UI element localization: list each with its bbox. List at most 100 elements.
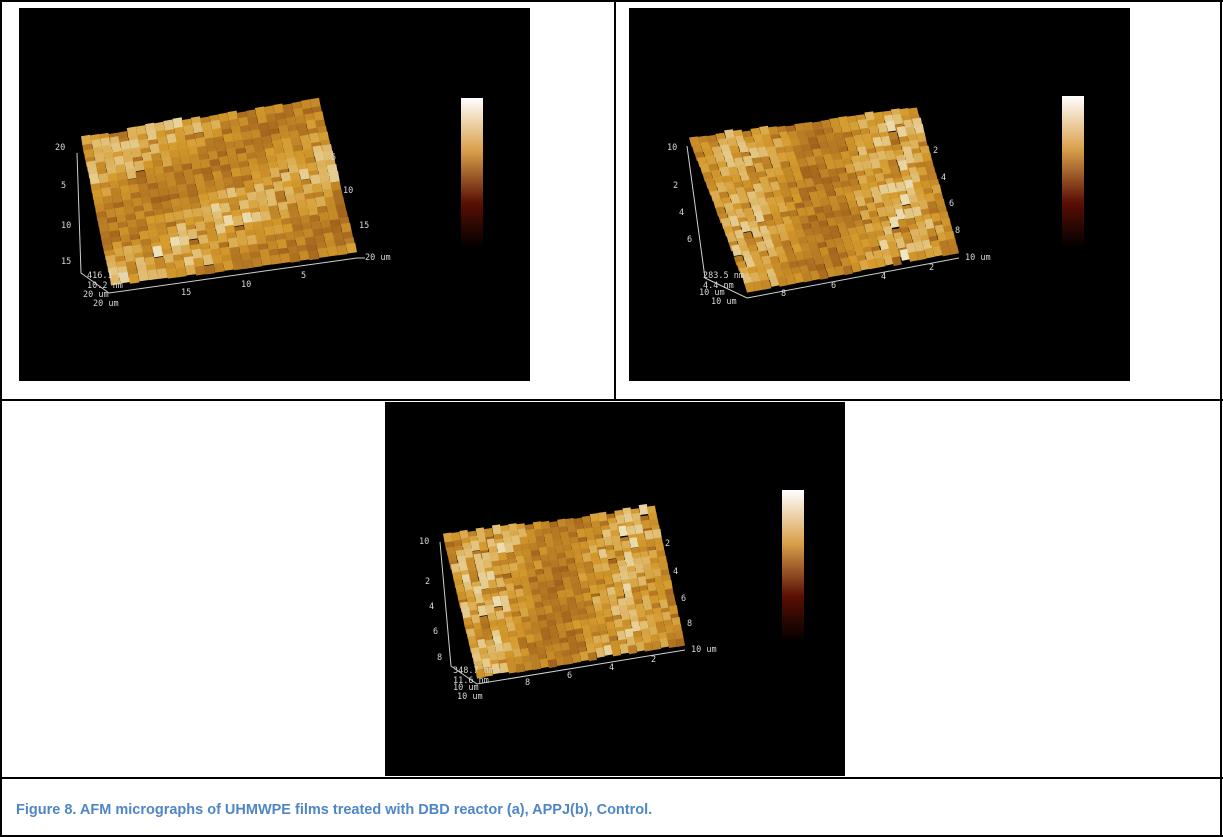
surface-cell bbox=[192, 207, 203, 219]
surface-cell bbox=[634, 563, 645, 574]
surface-cell bbox=[527, 535, 538, 545]
surface-cell bbox=[655, 543, 665, 553]
surface-cell bbox=[891, 256, 902, 267]
surface-cell bbox=[826, 217, 838, 228]
surface-cell bbox=[474, 593, 485, 604]
surface-cell bbox=[507, 663, 517, 674]
surface-cell bbox=[535, 606, 546, 617]
surface-cell bbox=[459, 529, 469, 541]
surface-cell bbox=[546, 650, 556, 661]
tick-left-0: 10 bbox=[419, 537, 429, 547]
surface-cell bbox=[804, 205, 816, 217]
surface-cell bbox=[744, 281, 756, 293]
surface-cell bbox=[671, 616, 681, 627]
surface-cell bbox=[183, 256, 195, 268]
origin-label: 10 um bbox=[711, 297, 737, 307]
surface-cell bbox=[895, 237, 906, 249]
surface-cell bbox=[131, 197, 143, 208]
surface-cell bbox=[102, 195, 114, 206]
surface-cell bbox=[523, 661, 533, 671]
surface-cell bbox=[647, 582, 657, 593]
tick-right-0: 2 bbox=[665, 539, 670, 549]
surface-cell bbox=[236, 152, 248, 164]
surface-cell bbox=[540, 553, 550, 564]
tick-right-0: 5 bbox=[331, 153, 336, 163]
surface-cell bbox=[823, 183, 835, 193]
surface-cell bbox=[528, 542, 539, 552]
surface-cell bbox=[302, 183, 314, 195]
surface-cell bbox=[864, 140, 875, 151]
surface-cell bbox=[500, 564, 511, 575]
surface-cell bbox=[487, 612, 497, 623]
surface-cell bbox=[330, 181, 342, 192]
surface-cell bbox=[877, 122, 888, 134]
surface-cell bbox=[483, 528, 494, 538]
surface-cell bbox=[142, 202, 154, 213]
surface-cell bbox=[233, 139, 245, 150]
surface-cell bbox=[336, 245, 348, 256]
surface-cell bbox=[270, 254, 282, 265]
surface-cell bbox=[285, 116, 297, 127]
surface-cell bbox=[571, 653, 581, 664]
surface-cell bbox=[536, 573, 546, 584]
surface-cell bbox=[619, 643, 629, 655]
surface-cell bbox=[533, 633, 544, 643]
surface-cell bbox=[753, 162, 766, 174]
surface-cell bbox=[100, 230, 111, 241]
height-scale-bar bbox=[461, 98, 483, 248]
surface-cell bbox=[864, 223, 875, 234]
surface-cell bbox=[545, 579, 556, 589]
surface-cell bbox=[936, 231, 947, 243]
surface-cell bbox=[827, 168, 839, 178]
figure-caption: Figure 8. AFM micrographs of UHMWPE film… bbox=[16, 802, 653, 818]
surface-cell bbox=[172, 117, 184, 130]
surface-cell bbox=[529, 581, 540, 591]
tick-left-1: 5 bbox=[61, 181, 66, 191]
surface-cell bbox=[616, 630, 627, 642]
surface-cell bbox=[794, 122, 806, 133]
surface-cell bbox=[780, 188, 792, 199]
surface-cell bbox=[772, 137, 784, 149]
surface-cell bbox=[790, 137, 802, 148]
surface-cell bbox=[842, 265, 853, 276]
surface-cell bbox=[83, 148, 95, 160]
surface-cell bbox=[544, 572, 554, 583]
z-extra-1: 10 um bbox=[699, 288, 725, 298]
surface-cell bbox=[883, 254, 894, 266]
surface-cell bbox=[504, 542, 515, 554]
surface-cell bbox=[477, 605, 488, 617]
surface-cell bbox=[639, 620, 649, 632]
surface-cell bbox=[540, 520, 551, 531]
surface-cell bbox=[752, 280, 764, 292]
surface-cell bbox=[545, 612, 555, 622]
surface-cell bbox=[345, 242, 357, 254]
surface-cell bbox=[202, 254, 214, 266]
surface-cell bbox=[131, 146, 142, 159]
surface-cell bbox=[662, 611, 672, 622]
surface-cell bbox=[618, 525, 628, 537]
surface-cell bbox=[557, 518, 567, 529]
surface-cell bbox=[595, 538, 605, 549]
surface-cell bbox=[811, 121, 823, 132]
surface-cell bbox=[237, 236, 249, 248]
surface-cell bbox=[120, 233, 131, 245]
surface-cell bbox=[643, 641, 653, 652]
surface-cell bbox=[798, 136, 810, 147]
surface-cell bbox=[889, 216, 900, 228]
surface-cell bbox=[235, 187, 247, 199]
surface-cell bbox=[183, 124, 194, 136]
surface-cell bbox=[644, 529, 654, 541]
surface-cell bbox=[793, 272, 805, 284]
surface-cell bbox=[611, 646, 621, 657]
surface-cell bbox=[499, 662, 509, 674]
surface-cell bbox=[496, 542, 507, 554]
tick-left-2: 10 bbox=[61, 221, 71, 231]
surface-cell bbox=[298, 206, 310, 218]
surface-cell bbox=[574, 594, 585, 604]
surface-cell bbox=[833, 158, 845, 170]
surface-cell bbox=[333, 196, 345, 207]
surface-cell bbox=[258, 122, 270, 133]
surface-cell bbox=[916, 250, 927, 261]
surface-cell bbox=[913, 152, 924, 164]
